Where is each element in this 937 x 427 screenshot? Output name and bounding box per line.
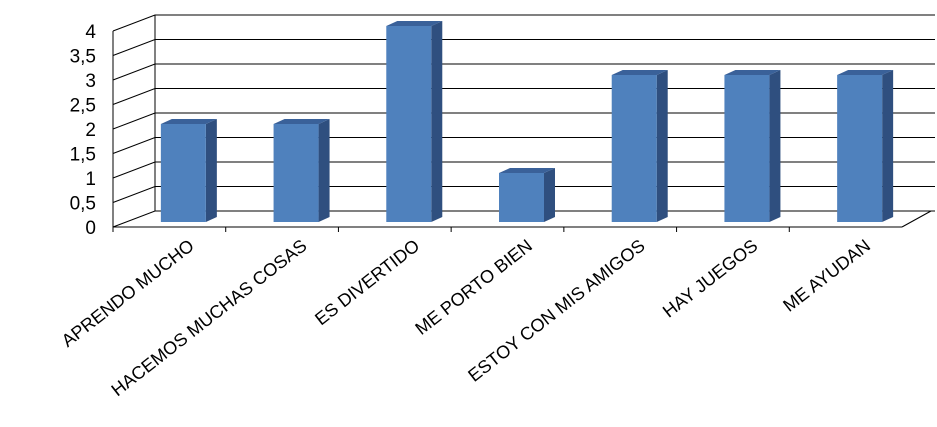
bar-front xyxy=(837,75,883,222)
bar xyxy=(611,70,668,222)
x-category-label: ES DIVERTIDO xyxy=(311,235,423,329)
bars xyxy=(160,21,894,222)
y-tick-label: 1,5 xyxy=(70,145,96,166)
y-tick-label: 0 xyxy=(85,218,96,239)
bar-top xyxy=(386,21,443,26)
bar-side xyxy=(318,119,330,222)
gridlines xyxy=(112,14,935,228)
bar xyxy=(499,168,555,222)
bar xyxy=(724,70,781,222)
y-tick-label: 2,5 xyxy=(70,96,96,117)
x-category-label: ME PORTO BIEN xyxy=(411,235,536,338)
y-tick-label: 0,5 xyxy=(70,194,96,215)
axes xyxy=(112,31,902,232)
x-category-label: ME AYUDAN xyxy=(779,235,874,315)
bar-front xyxy=(611,75,657,222)
bar xyxy=(160,119,217,222)
bar-side xyxy=(544,168,555,222)
x-category-label: HACEMOS MUCHAS COSAS xyxy=(107,235,310,400)
bar xyxy=(273,119,330,222)
bar-top xyxy=(273,119,330,124)
bar-top xyxy=(611,70,668,75)
bar-top xyxy=(837,70,894,75)
gridline xyxy=(112,63,935,81)
y-tick-label: 3 xyxy=(85,71,96,92)
bar-side xyxy=(882,70,894,222)
gridline xyxy=(112,39,935,56)
bar-front xyxy=(273,124,319,222)
bar-front xyxy=(386,26,432,222)
bar-side xyxy=(205,119,217,222)
y-tick-label: 1 xyxy=(85,169,96,190)
bar-side xyxy=(769,70,781,222)
gridline xyxy=(112,88,935,105)
bar-top xyxy=(160,119,217,124)
bar-top xyxy=(724,70,781,75)
y-tick-label: 2 xyxy=(85,120,96,141)
x-category-label: HAY JUEGOS xyxy=(659,235,761,321)
y-tick-label: 4 xyxy=(85,22,96,43)
bar-front xyxy=(160,124,206,222)
bar-front xyxy=(499,173,544,222)
gridline xyxy=(112,112,935,130)
bar-top xyxy=(499,168,555,173)
floor-edge xyxy=(901,210,932,228)
y-tick-label: 3,5 xyxy=(70,47,96,68)
x-category-label: ESTOY CON MIS AMIGOS xyxy=(464,235,648,385)
bar-side xyxy=(431,21,443,222)
y-axis-ticks: 0 0,5 1 1,5 2 2,5 3 3,5 4 xyxy=(70,22,97,239)
bar xyxy=(386,21,443,222)
bar-side xyxy=(656,70,668,222)
bar xyxy=(837,70,894,222)
bar-front xyxy=(724,75,770,222)
gridline xyxy=(112,137,935,154)
gridline xyxy=(112,14,935,32)
